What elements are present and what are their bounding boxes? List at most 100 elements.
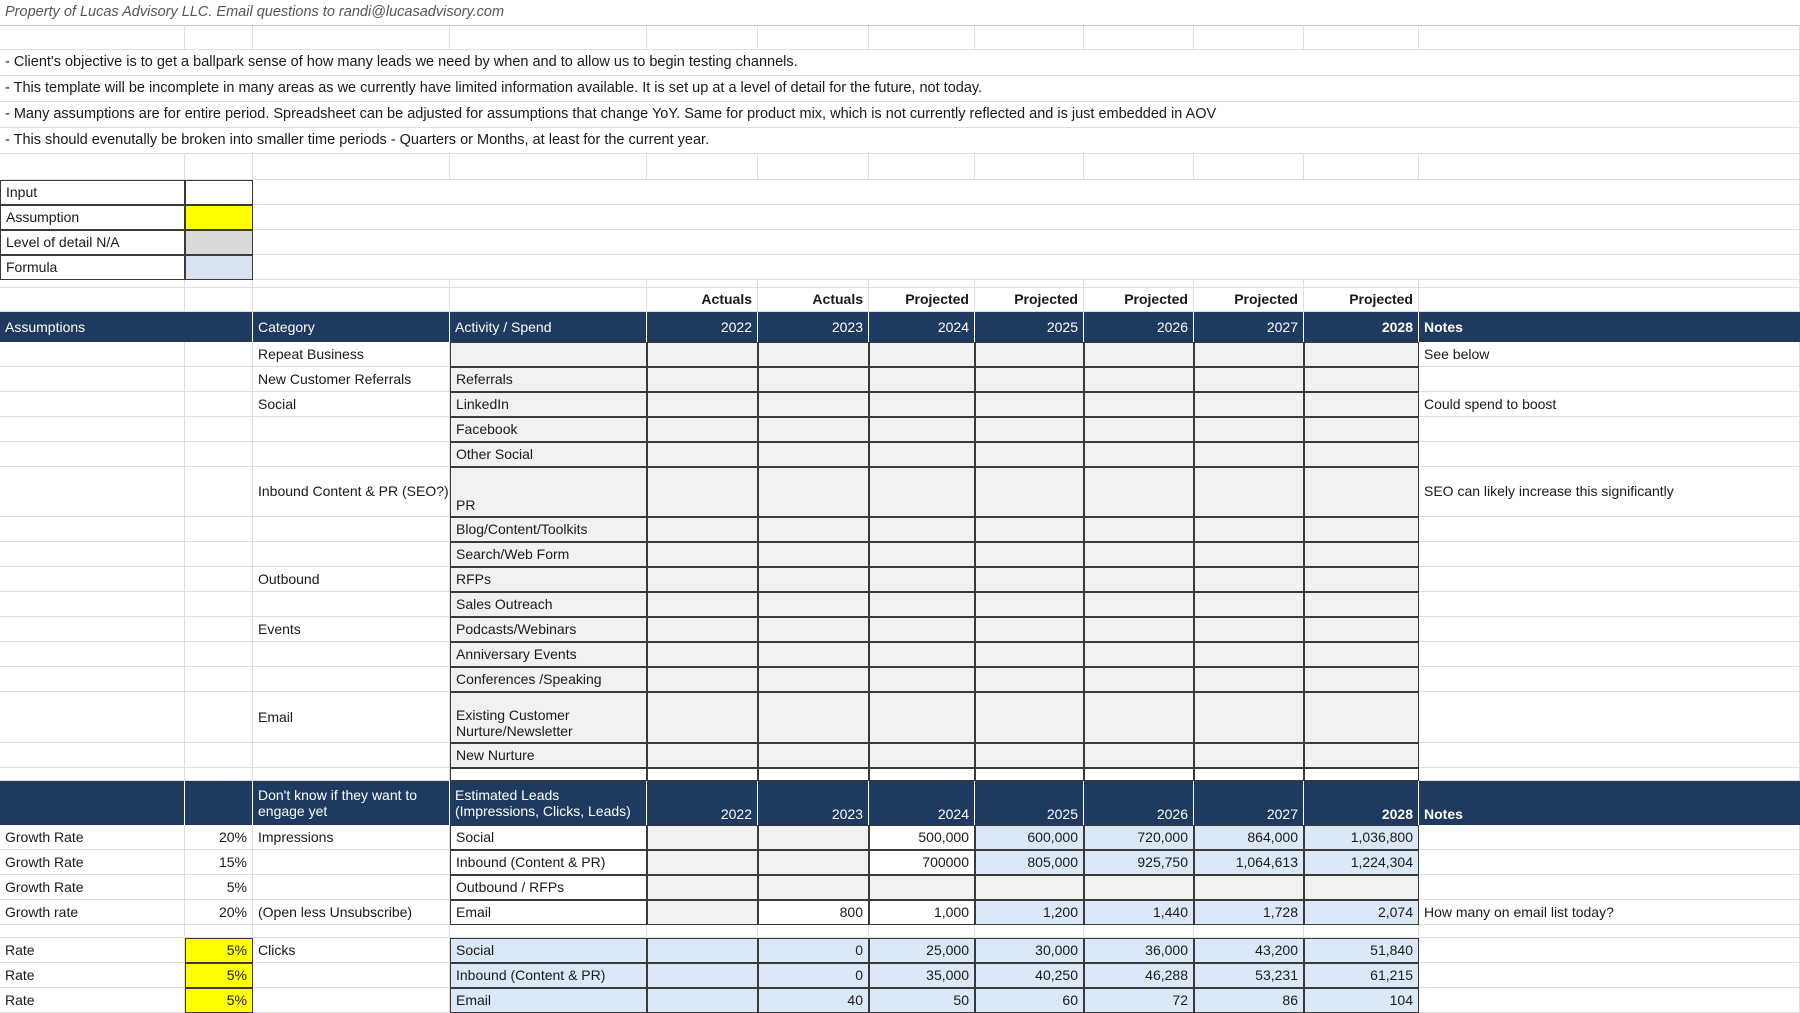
cell-category[interactable]: Repeat Business xyxy=(253,342,450,367)
cell-year-2025[interactable] xyxy=(975,617,1084,642)
cell-year-2027[interactable] xyxy=(1194,417,1304,442)
cell-year-2027[interactable] xyxy=(1194,617,1304,642)
cell-note[interactable]: Could spend to boost xyxy=(1419,392,1800,417)
header-year-2028[interactable]: 2028 xyxy=(1304,312,1419,342)
header-notes[interactable]: Notes xyxy=(1419,312,1800,342)
cell-year-2024[interactable]: 25,000 xyxy=(869,938,975,963)
cell-year-2023[interactable] xyxy=(758,542,869,567)
cell-year-2028[interactable] xyxy=(1304,743,1419,768)
cell-year-2026[interactable]: 925,750 xyxy=(1084,850,1194,875)
cell-year-2025[interactable] xyxy=(975,542,1084,567)
cell-year-2022[interactable] xyxy=(647,567,758,592)
cell-year-2023[interactable] xyxy=(758,342,869,367)
cell-year-2025[interactable]: 1,200 xyxy=(975,900,1084,925)
cell-note[interactable]: SEO can likely increase this significant… xyxy=(1419,467,1800,517)
cell-year-2022[interactable] xyxy=(647,342,758,367)
rate-value[interactable]: 5% xyxy=(185,963,253,988)
cell-activity[interactable]: Existing Customer Nurture/Newsletter xyxy=(450,692,647,743)
cell-year-2028[interactable] xyxy=(1304,667,1419,692)
legend-swatch-formula[interactable] xyxy=(185,255,253,280)
cell-year-2026[interactable] xyxy=(1084,392,1194,417)
cell-year-2025[interactable]: 30,000 xyxy=(975,938,1084,963)
cell-year-2025[interactable] xyxy=(975,417,1084,442)
cell-year-2024[interactable] xyxy=(869,567,975,592)
cell-year-2027[interactable] xyxy=(1194,342,1304,367)
cell-year-2023[interactable] xyxy=(758,392,869,417)
cell-year-2024[interactable]: 50 xyxy=(869,988,975,1013)
legend-swatch-input[interactable] xyxy=(185,180,253,205)
cell-activity[interactable]: Search/Web Form xyxy=(450,542,647,567)
cell-year-2025[interactable] xyxy=(975,567,1084,592)
cell-year-2022[interactable] xyxy=(647,417,758,442)
cell-year-2023[interactable] xyxy=(758,692,869,743)
cell-year-2024[interactable]: 1,000 xyxy=(869,900,975,925)
cell-note[interactable] xyxy=(1419,442,1800,467)
cell-year-2027[interactable]: 1,064,613 xyxy=(1194,850,1304,875)
cell-year-2022[interactable] xyxy=(647,938,758,963)
cell-year-2022[interactable] xyxy=(647,367,758,392)
cell-year-2023[interactable] xyxy=(758,517,869,542)
cell-year-2022[interactable] xyxy=(647,900,758,925)
header2-year-2028[interactable]: 2028 xyxy=(1304,781,1419,825)
cell-year-2028[interactable] xyxy=(1304,567,1419,592)
cell-note[interactable] xyxy=(1419,963,1800,988)
cell-year-2024[interactable] xyxy=(869,617,975,642)
cell-year-2028[interactable] xyxy=(1304,875,1419,900)
cell-year-2023[interactable] xyxy=(758,768,869,781)
cell-year-2023[interactable]: 800 xyxy=(758,900,869,925)
period-label-2026[interactable]: Projected xyxy=(1084,288,1194,312)
cell-activity[interactable]: Other Social xyxy=(450,442,647,467)
cell-year-2026[interactable] xyxy=(1084,417,1194,442)
header-assumptions[interactable]: Assumptions xyxy=(0,312,253,342)
cell-year-2023[interactable]: 0 xyxy=(758,938,869,963)
cell-year-2026[interactable]: 720,000 xyxy=(1084,825,1194,850)
growth-rate-label[interactable]: Growth rate xyxy=(0,900,185,925)
cell-note[interactable] xyxy=(1419,542,1800,567)
cell-note[interactable] xyxy=(1419,850,1800,875)
header-estimated-leads[interactable]: Estimated Leads (Impressions, Clicks, Le… xyxy=(450,781,647,825)
metric-group-label[interactable]: Clicks xyxy=(253,938,450,963)
cell-note[interactable] xyxy=(1419,517,1800,542)
cell-year-2025[interactable] xyxy=(975,342,1084,367)
cell-note[interactable] xyxy=(1419,617,1800,642)
cell-year-2023[interactable] xyxy=(758,875,869,900)
header-year-2024[interactable]: 2024 xyxy=(869,312,975,342)
header2-year-2024[interactable]: 2024 xyxy=(869,781,975,825)
cell-category[interactable] xyxy=(253,642,450,667)
cell-year-2025[interactable]: 60 xyxy=(975,988,1084,1013)
cell-note[interactable] xyxy=(1419,988,1800,1013)
metric-group-label[interactable] xyxy=(253,963,450,988)
cell-year-2026[interactable]: 46,288 xyxy=(1084,963,1194,988)
cell-year-2028[interactable] xyxy=(1304,467,1419,517)
cell-year-2022[interactable] xyxy=(647,768,758,781)
cell-year-2023[interactable] xyxy=(758,467,869,517)
cell-year-2023[interactable]: 0 xyxy=(758,963,869,988)
legend-label-formula[interactable]: Formula xyxy=(0,255,185,280)
header-year-2026[interactable]: 2026 xyxy=(1084,312,1194,342)
cell-year-2023[interactable] xyxy=(758,442,869,467)
cell-note[interactable] xyxy=(1419,417,1800,442)
cell-activity[interactable]: LinkedIn xyxy=(450,392,647,417)
cell-activity[interactable]: Blog/Content/Toolkits xyxy=(450,517,647,542)
cell-year-2027[interactable] xyxy=(1194,567,1304,592)
cell-activity[interactable] xyxy=(450,768,647,781)
cell-year-2026[interactable] xyxy=(1084,667,1194,692)
cell-year-2022[interactable] xyxy=(647,875,758,900)
cell-year-2024[interactable] xyxy=(869,667,975,692)
cell-category[interactable]: Email xyxy=(253,692,450,743)
cell-year-2023[interactable] xyxy=(758,667,869,692)
cell-year-2026[interactable]: 72 xyxy=(1084,988,1194,1013)
cell-year-2024[interactable]: 500,000 xyxy=(869,825,975,850)
header2-year-2022[interactable]: 2022 xyxy=(647,781,758,825)
cell-year-2027[interactable] xyxy=(1194,692,1304,743)
cell-year-2025[interactable] xyxy=(975,743,1084,768)
legend-swatch-assumption[interactable] xyxy=(185,205,253,230)
cell-year-2027[interactable]: 53,231 xyxy=(1194,963,1304,988)
cell-year-2026[interactable] xyxy=(1084,692,1194,743)
cell-year-2027[interactable] xyxy=(1194,542,1304,567)
cell-year-2022[interactable] xyxy=(647,542,758,567)
cell-year-2028[interactable] xyxy=(1304,642,1419,667)
header-category[interactable]: Category xyxy=(253,312,450,342)
cell-year-2028[interactable] xyxy=(1304,417,1419,442)
cell-year-2026[interactable] xyxy=(1084,342,1194,367)
